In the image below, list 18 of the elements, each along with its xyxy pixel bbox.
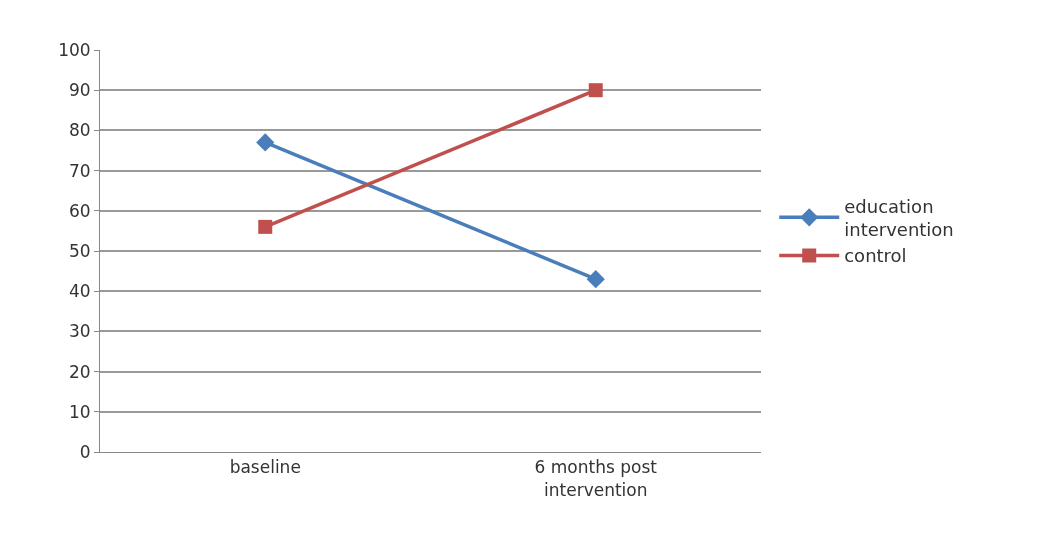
y-tick-label: 60: [68, 200, 91, 221]
x-tick-label: 6 months post intervention: [534, 457, 658, 500]
y-tick-label: 0: [79, 441, 91, 462]
y-tick-label: 50: [68, 240, 91, 261]
point: [588, 83, 603, 98]
y-tick-label: 20: [68, 361, 91, 382]
point: [256, 133, 275, 152]
y-tick-label: 30: [68, 321, 91, 342]
y-tick-label: 80: [68, 120, 91, 141]
y-tick-label: 70: [68, 160, 91, 181]
y-tick-label: 10: [68, 401, 91, 422]
point: [586, 270, 605, 289]
legend-label: control: [844, 245, 907, 267]
y-tick-label: 40: [68, 281, 91, 302]
point: [258, 219, 273, 234]
y-tick-label: 90: [68, 80, 91, 101]
y-tick-label: 100: [58, 39, 91, 60]
x-tick-label: baseline: [229, 457, 301, 478]
